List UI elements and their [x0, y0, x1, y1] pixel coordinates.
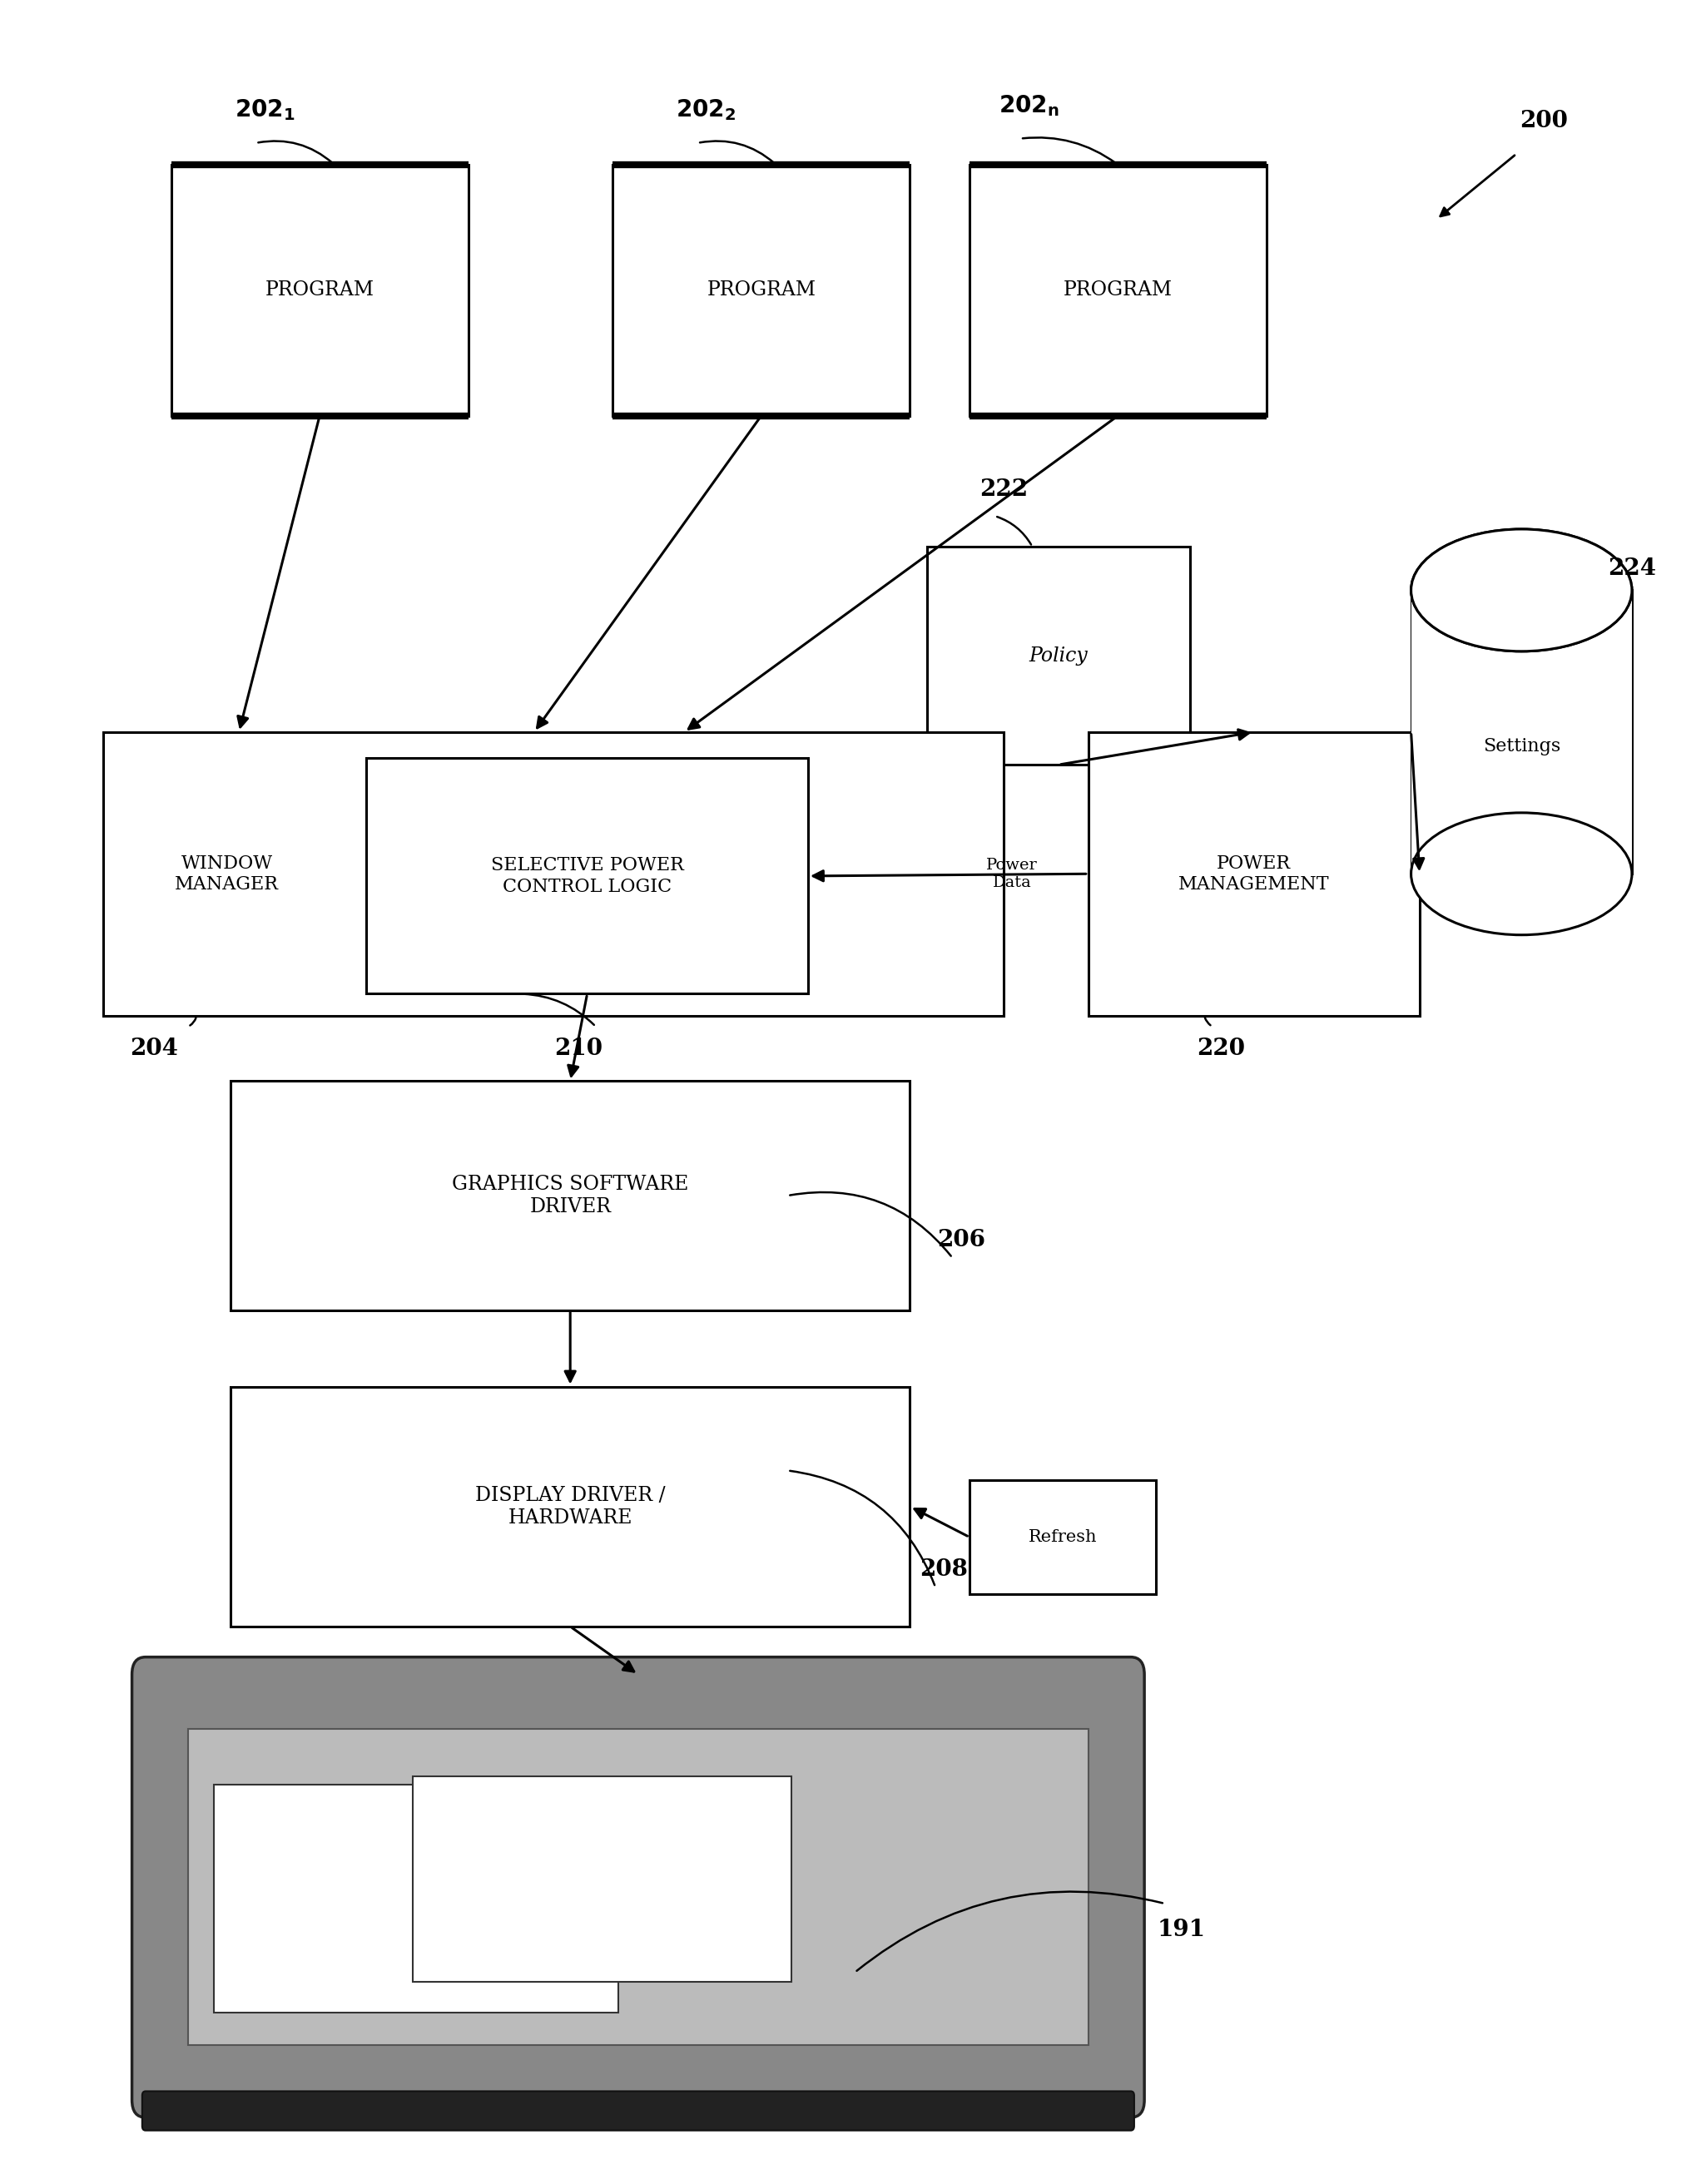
Text: GRAPHICS SOFTWARE
DRIVER: GRAPHICS SOFTWARE DRIVER [452, 1175, 689, 1216]
Text: POWER
MANAGEMENT: POWER MANAGEMENT [1179, 854, 1330, 893]
Bar [970, 1481, 1157, 1594]
Text: Refresh: Refresh [1029, 1529, 1097, 1544]
Text: 191: 191 [1158, 1918, 1206, 1942]
FancyBboxPatch shape [133, 1658, 1145, 2118]
Text: Settings: Settings [1483, 736, 1560, 756]
Ellipse shape [1412, 529, 1631, 651]
Text: WINDOW
MANAGER: WINDOW MANAGER [175, 854, 279, 893]
Ellipse shape [1412, 529, 1631, 651]
Bar [1089, 732, 1420, 1016]
Bar [214, 1784, 619, 2014]
Bar [612, 164, 910, 415]
Text: Power
Data: Power Data [987, 858, 1038, 889]
Bar [104, 732, 1004, 1016]
Text: $\mathbf{202_2}$: $\mathbf{202_2}$ [675, 98, 737, 122]
Text: $\mathbf{202_n}$: $\mathbf{202_n}$ [998, 94, 1060, 118]
Text: 222: 222 [980, 478, 1027, 500]
Text: PROGRAM: PROGRAM [265, 282, 374, 299]
Bar [189, 1730, 1089, 2046]
Text: 206: 206 [937, 1230, 985, 1251]
Text: 200: 200 [1519, 109, 1568, 133]
Bar [172, 164, 468, 415]
Text: Policy: Policy [1029, 646, 1089, 666]
Text: 224: 224 [1607, 557, 1657, 579]
Text: DISPLAY DRIVER /
HARDWARE: DISPLAY DRIVER / HARDWARE [475, 1485, 665, 1527]
Text: 208: 208 [920, 1559, 968, 1581]
FancyBboxPatch shape [143, 2092, 1135, 2129]
Text: SELECTIVE POWER
CONTROL LOGIC: SELECTIVE POWER CONTROL LOGIC [490, 856, 684, 895]
Bar [1412, 590, 1631, 874]
Text: 204: 204 [129, 1037, 179, 1059]
Text: 210: 210 [555, 1037, 602, 1059]
Bar [413, 1776, 791, 1983]
Bar [927, 546, 1191, 764]
Bar [230, 1387, 910, 1627]
Bar [970, 164, 1267, 415]
Bar [230, 1081, 910, 1310]
Text: PROGRAM: PROGRAM [706, 282, 816, 299]
Ellipse shape [1412, 812, 1631, 935]
Bar [366, 758, 808, 994]
Text: PROGRAM: PROGRAM [1063, 282, 1172, 299]
Text: 220: 220 [1198, 1037, 1245, 1059]
Text: $\mathbf{202_1}$: $\mathbf{202_1}$ [235, 98, 294, 122]
